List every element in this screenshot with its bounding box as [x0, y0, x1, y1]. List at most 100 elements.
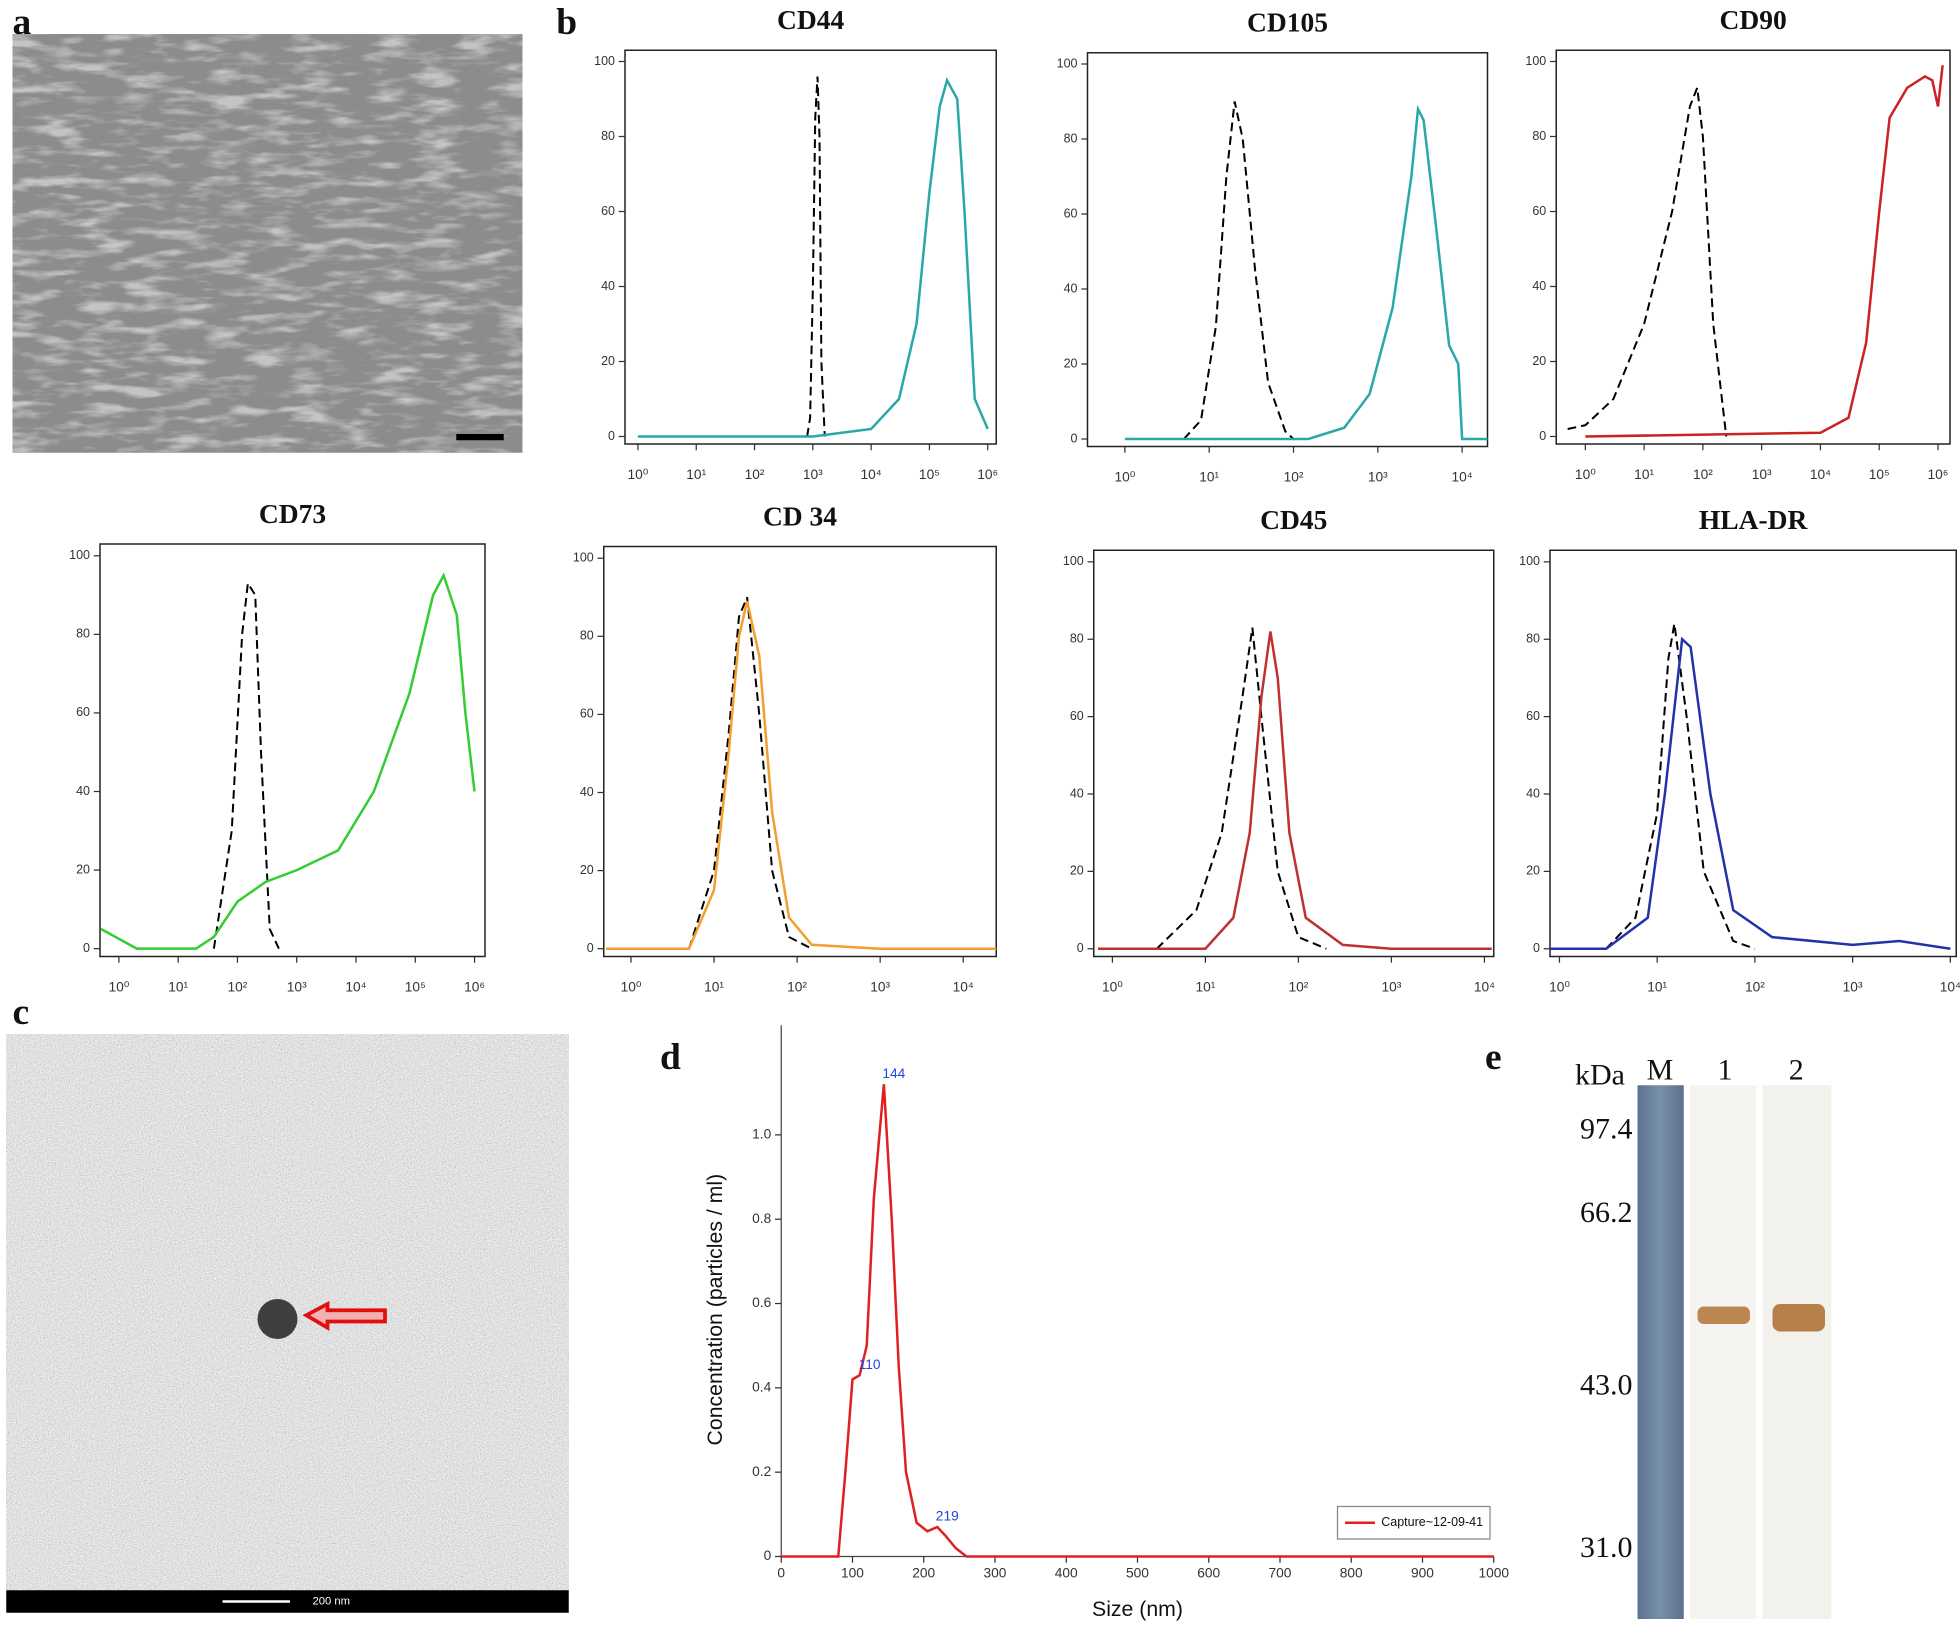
x-tick-label: 10⁶ [464, 979, 485, 994]
exosome [257, 1299, 298, 1339]
series-line [1156, 627, 1327, 950]
y-tick-label: 1.0 [752, 1126, 771, 1141]
chart: CD105 0 20 40 60 80 100 10⁰ 10¹ 10² 10³ 10⁴ [1057, 7, 1489, 484]
gel: kDa [1575, 1059, 1832, 1619]
x-tick-label: 10¹ [1634, 467, 1654, 482]
x-tick-label: 10⁰ [621, 979, 642, 994]
chart: CD73 0 20 40 60 80 100 10⁰ 10¹ 10² 10³ 10⁴ 10⁵ 10⁶ [69, 498, 486, 994]
y-tick-label: 0 [1533, 941, 1540, 955]
cell-texture [12, 34, 523, 453]
x-tick-label: 10⁵ [919, 467, 940, 482]
y-tick-label: 0.4 [752, 1379, 771, 1394]
chart-title: HLA-DR [1699, 504, 1809, 535]
y-tick-label: 40 [1070, 786, 1084, 800]
plot-frame [1086, 52, 1489, 448]
lane-label: 1 [1718, 1054, 1733, 1087]
x-tick-label: 700 [1269, 1566, 1292, 1581]
y-tick-label: 100 [594, 54, 615, 68]
x-tick-label: 10¹ [686, 467, 706, 482]
peak-label: 144 [882, 1066, 905, 1081]
x-tick-label: 500 [1126, 1566, 1149, 1581]
x-tick-label: 10³ [1752, 467, 1772, 482]
unit-label: kDa [1575, 1059, 1625, 1092]
peak-label: 110 [859, 1357, 881, 1372]
y-tick-label: 0.8 [752, 1211, 771, 1226]
x-tick-label: 10⁵ [405, 979, 426, 994]
y-axis-label: Concentration (particles / ml) [703, 1174, 727, 1446]
plot-frame [99, 543, 486, 958]
series-line [1098, 631, 1492, 950]
chart: CD90 0 20 40 60 80 100 10⁰ 10¹ 10² 10³ 10⁴ 10⁵ 10⁶ [1525, 4, 1951, 482]
y-tick-label: 0 [587, 941, 594, 955]
y-tick-label: 40 [1526, 786, 1540, 800]
marker-label: 97.4 [1580, 1112, 1633, 1145]
series-line [100, 572, 476, 950]
marker-lane [1637, 1085, 1684, 1619]
y-tick-label: 20 [1526, 864, 1540, 878]
y-tick-label: 60 [580, 707, 594, 721]
plot-frame [1555, 49, 1951, 445]
x-tick-label: 1000 [1478, 1566, 1509, 1581]
y-tick-label: 40 [1532, 279, 1546, 293]
chart-title: CD 34 [763, 500, 837, 531]
x-tick-label: 10⁴ [1810, 467, 1831, 482]
y-tick-label: 80 [580, 629, 594, 643]
scale-bar [456, 434, 504, 441]
legend-label: Capture~12-09-41 [1381, 1515, 1483, 1529]
y-tick-label: 100 [1063, 554, 1084, 568]
y-tick-label: 80 [1532, 129, 1546, 143]
x-tick-label: 10² [745, 467, 765, 482]
lane-label: 2 [1789, 1054, 1804, 1087]
x-tick-label: 10¹ [1647, 979, 1667, 994]
x-tick-label: 400 [1055, 1566, 1078, 1581]
y-tick-label: 100 [69, 548, 90, 562]
y-tick-label: 20 [580, 863, 594, 877]
x-tick-label: 10⁰ [1575, 467, 1596, 482]
y-tick-label: 100 [1519, 554, 1540, 568]
x-tick-label: 10¹ [704, 979, 724, 994]
chart: CD44 0 20 40 60 80 100 10⁰ 10¹ 10² 10³ 10⁴ 10⁵ 10⁶ [594, 4, 998, 482]
x-tick-label: 10³ [1368, 469, 1388, 484]
series-line [1124, 104, 1488, 441]
y-tick-label: 0 [83, 941, 90, 955]
arrow [302, 1300, 387, 1332]
y-tick-label: 60 [1526, 709, 1540, 723]
chart: CD45 0 20 40 60 80 100 10⁰ 10¹ 10² 10³ 10⁴ [1063, 504, 1495, 994]
series-line [606, 600, 997, 950]
y-tick-label: 80 [76, 627, 90, 641]
x-tick-label: 10⁰ [628, 467, 649, 482]
x-tick-label: 10² [1288, 979, 1308, 994]
y-tick-label: 100 [573, 551, 594, 565]
y-tick-label: 0 [1539, 429, 1546, 443]
plot-frame [624, 49, 997, 445]
x-tick-label: 10³ [1381, 979, 1401, 994]
y-tick-label: 0 [764, 1548, 772, 1563]
x-tick-label: 10³ [803, 467, 823, 482]
series-line [1585, 65, 1944, 438]
y-tick-label: 100 [1525, 54, 1546, 68]
x-tick-label: 10³ [287, 979, 307, 994]
x-tick-label: 10⁶ [1928, 467, 1949, 482]
x-tick-label: 10⁶ [977, 467, 998, 482]
x-tick-label: 10⁴ [861, 467, 882, 482]
y-tick-label: 20 [76, 862, 90, 876]
series-line [806, 76, 826, 437]
panel-label: a [13, 2, 32, 43]
x-tick-label: 10² [1693, 467, 1713, 482]
x-tick-label: 10² [228, 979, 248, 994]
lane-2 [1762, 1085, 1832, 1619]
marker-label: 31.0 [1580, 1531, 1633, 1564]
x-tick-label: 600 [1197, 1566, 1220, 1581]
x-tick-label: 10¹ [168, 979, 188, 994]
y-tick-label: 60 [1532, 204, 1546, 218]
panel-label: e [1485, 1037, 1502, 1078]
y-tick-label: 60 [76, 705, 90, 719]
y-tick-label: 20 [601, 354, 615, 368]
x-tick-label: 10⁰ [108, 979, 129, 994]
y-tick-label: 0.6 [752, 1295, 771, 1310]
y-tick-label: 20 [1064, 356, 1078, 370]
micrograph-a [12, 34, 523, 453]
x-tick-label: 10⁴ [953, 979, 974, 994]
chart: 0 0.2 0.4 0.6 0.8 1.0 0 100 200 300 400 500 600 700 80… [703, 1025, 1509, 1621]
y-tick-label: 80 [1526, 632, 1540, 646]
